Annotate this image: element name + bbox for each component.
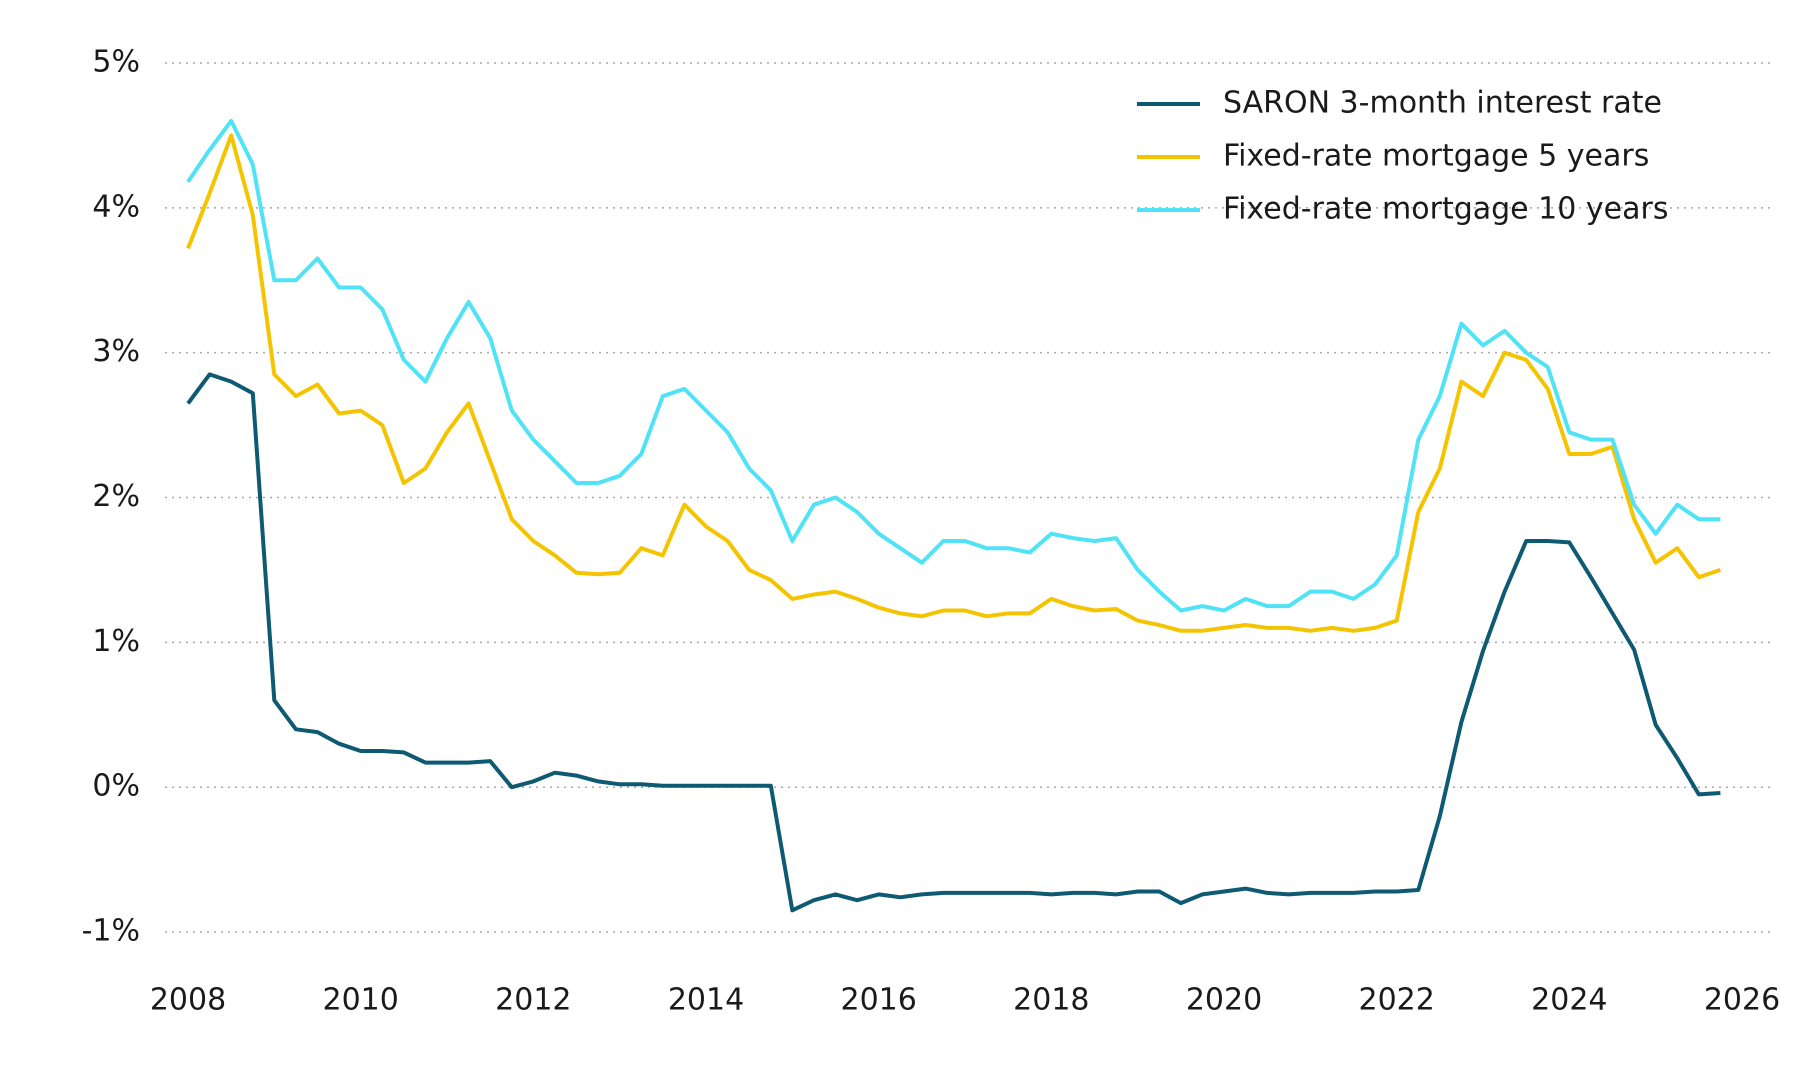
x-tick-label: 2014 (668, 983, 744, 1018)
y-tick-label: 3% (92, 334, 140, 369)
series-line (186, 372, 1721, 913)
y-tick-label: 4% (92, 189, 140, 224)
y-tick-label: 0% (92, 769, 140, 804)
x-tick-label: 2016 (840, 983, 916, 1018)
x-tick-label: 2018 (1013, 983, 1089, 1018)
x-tick-label: 2024 (1531, 983, 1607, 1018)
y-tick-label: 2% (92, 479, 140, 514)
x-tick-label: 2010 (322, 983, 398, 1018)
x-tick-label: 2012 (495, 983, 571, 1018)
series-line (186, 118, 1721, 613)
y-tick-label: 5% (92, 44, 140, 79)
x-tick-label: 2026 (1704, 983, 1780, 1018)
legend-label: Fixed-rate mortgage 5 years (1223, 139, 1649, 174)
x-tick-label: 2020 (1186, 983, 1262, 1018)
series-line (186, 133, 1722, 633)
x-tick-label: 2022 (1358, 983, 1434, 1018)
x-tick-label: 2008 (150, 983, 226, 1018)
y-tick-label: -1% (82, 914, 140, 949)
legend-label: SARON 3-month interest rate (1223, 86, 1662, 121)
y-tick-label: 1% (92, 624, 140, 659)
legend-label: Fixed-rate mortgage 10 years (1223, 192, 1668, 227)
